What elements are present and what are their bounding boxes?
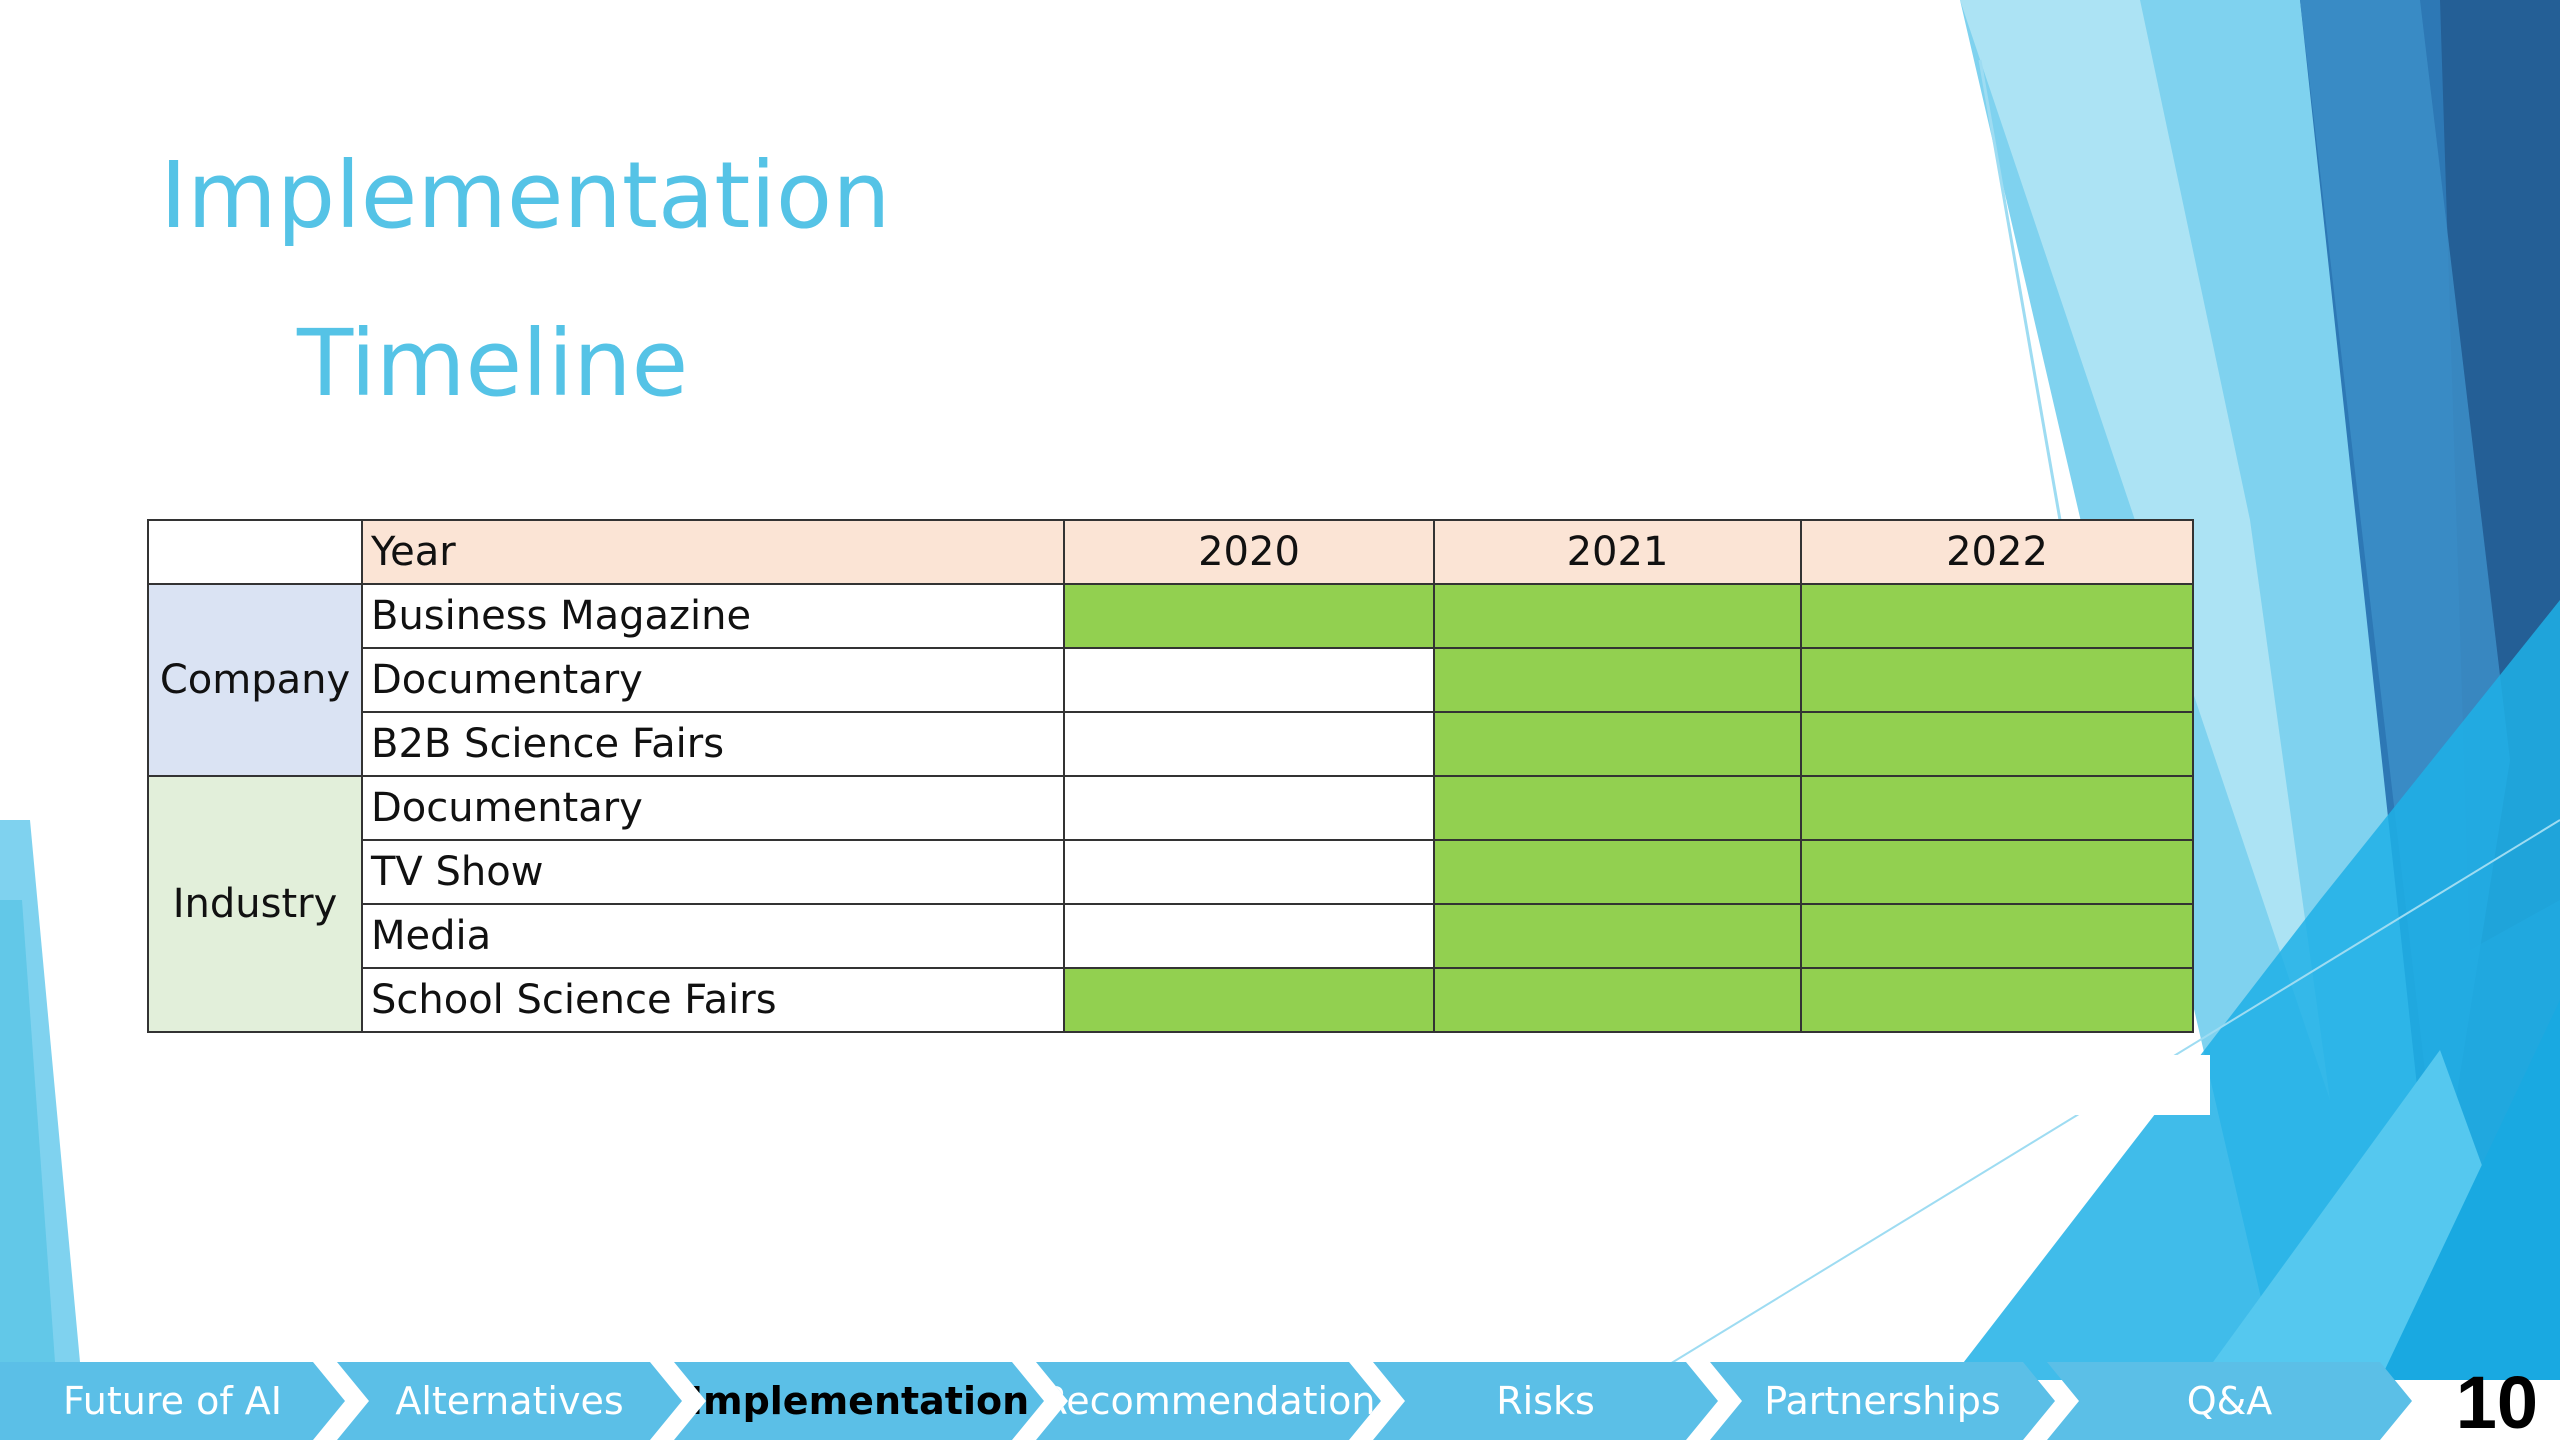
nav-item-implementation[interactable]: Implementation <box>674 1362 1044 1440</box>
nav-item-partnerships[interactable]: Partnerships <box>1710 1362 2055 1440</box>
section-navigation-bar: Future of AI Alternatives Implementation Re… <box>0 1362 2430 1440</box>
timeline-cell-empty <box>1063 775 1435 841</box>
table-row: B2B Science Fairs <box>148 711 2194 777</box>
slide-title-line-1: Implementation <box>160 142 891 249</box>
table-corner-cell <box>147 519 363 585</box>
row-label: TV Show <box>361 839 1065 905</box>
timeline-table-body: Year 2020 2021 2022 Company Business Magazine… <box>147 519 2194 1033</box>
row-label: School Science Fairs <box>361 967 1065 1033</box>
nav-item-alternatives[interactable]: Alternatives <box>337 1362 682 1440</box>
nav-item-recommendation[interactable]: Recommendation <box>1036 1362 1381 1440</box>
nav-item-future-of-ai[interactable]: Future of AI <box>0 1362 345 1440</box>
timeline-cell-active <box>1433 903 1802 969</box>
page-number: 10 <box>2455 1361 2538 1440</box>
timeline-cell-active <box>1433 647 1802 713</box>
row-label: Documentary <box>361 647 1065 713</box>
timeline-cell-active <box>1800 839 2194 905</box>
header-year-2020: 2020 <box>1063 519 1435 585</box>
nav-item-risks[interactable]: Risks <box>1373 1362 1718 1440</box>
timeline-cell-active <box>1800 967 2194 1033</box>
table-cut-mask <box>140 1055 2210 1115</box>
timeline-cell-active <box>1433 583 1802 649</box>
nav-item-q-a[interactable]: Q&A <box>2047 1362 2412 1440</box>
row-label: Documentary <box>361 775 1065 841</box>
row-label: Business Magazine <box>361 583 1065 649</box>
timeline-cell-empty <box>1063 839 1435 905</box>
group-label-industry: Industry <box>147 775 363 1033</box>
timeline-cell-active <box>1800 647 2194 713</box>
table-row: Media <box>148 903 2194 969</box>
timeline-cell-empty <box>1063 647 1435 713</box>
header-year-label: Year <box>361 519 1065 585</box>
table-row: Documentary <box>148 647 2194 713</box>
timeline-cell-active <box>1800 903 2194 969</box>
header-year-2021: 2021 <box>1433 519 1802 585</box>
timeline-cell-active <box>1800 775 2194 841</box>
timeline-cell-active <box>1800 711 2194 777</box>
table-row: School Science Fairs <box>148 967 2194 1033</box>
timeline-cell-active <box>1800 583 2194 649</box>
row-label: B2B Science Fairs <box>361 711 1065 777</box>
row-label: Media <box>361 903 1065 969</box>
header-year-2022: 2022 <box>1800 519 2194 585</box>
table-header-row: Year 2020 2021 2022 <box>147 519 2194 585</box>
timeline-cell-empty <box>1063 903 1435 969</box>
timeline-cell-active <box>1433 711 1802 777</box>
timeline-cell-active <box>1433 967 1802 1033</box>
slide-title-line-2: Timeline <box>297 310 689 417</box>
table-row: Industry Documentary <box>147 775 2194 1033</box>
timeline-cell-active <box>1063 583 1435 649</box>
timeline-cell-active <box>1433 775 1802 841</box>
table-row: Company Business Magazine <box>147 583 2194 777</box>
timeline-cell-empty <box>1063 711 1435 777</box>
timeline-table: Year 2020 2021 2022 Company Business Magazine… <box>147 519 2194 1033</box>
timeline-cell-active <box>1063 967 1435 1033</box>
timeline-cell-active <box>1433 839 1802 905</box>
group-label-company: Company <box>147 583 363 777</box>
table-row: TV Show <box>148 839 2194 905</box>
